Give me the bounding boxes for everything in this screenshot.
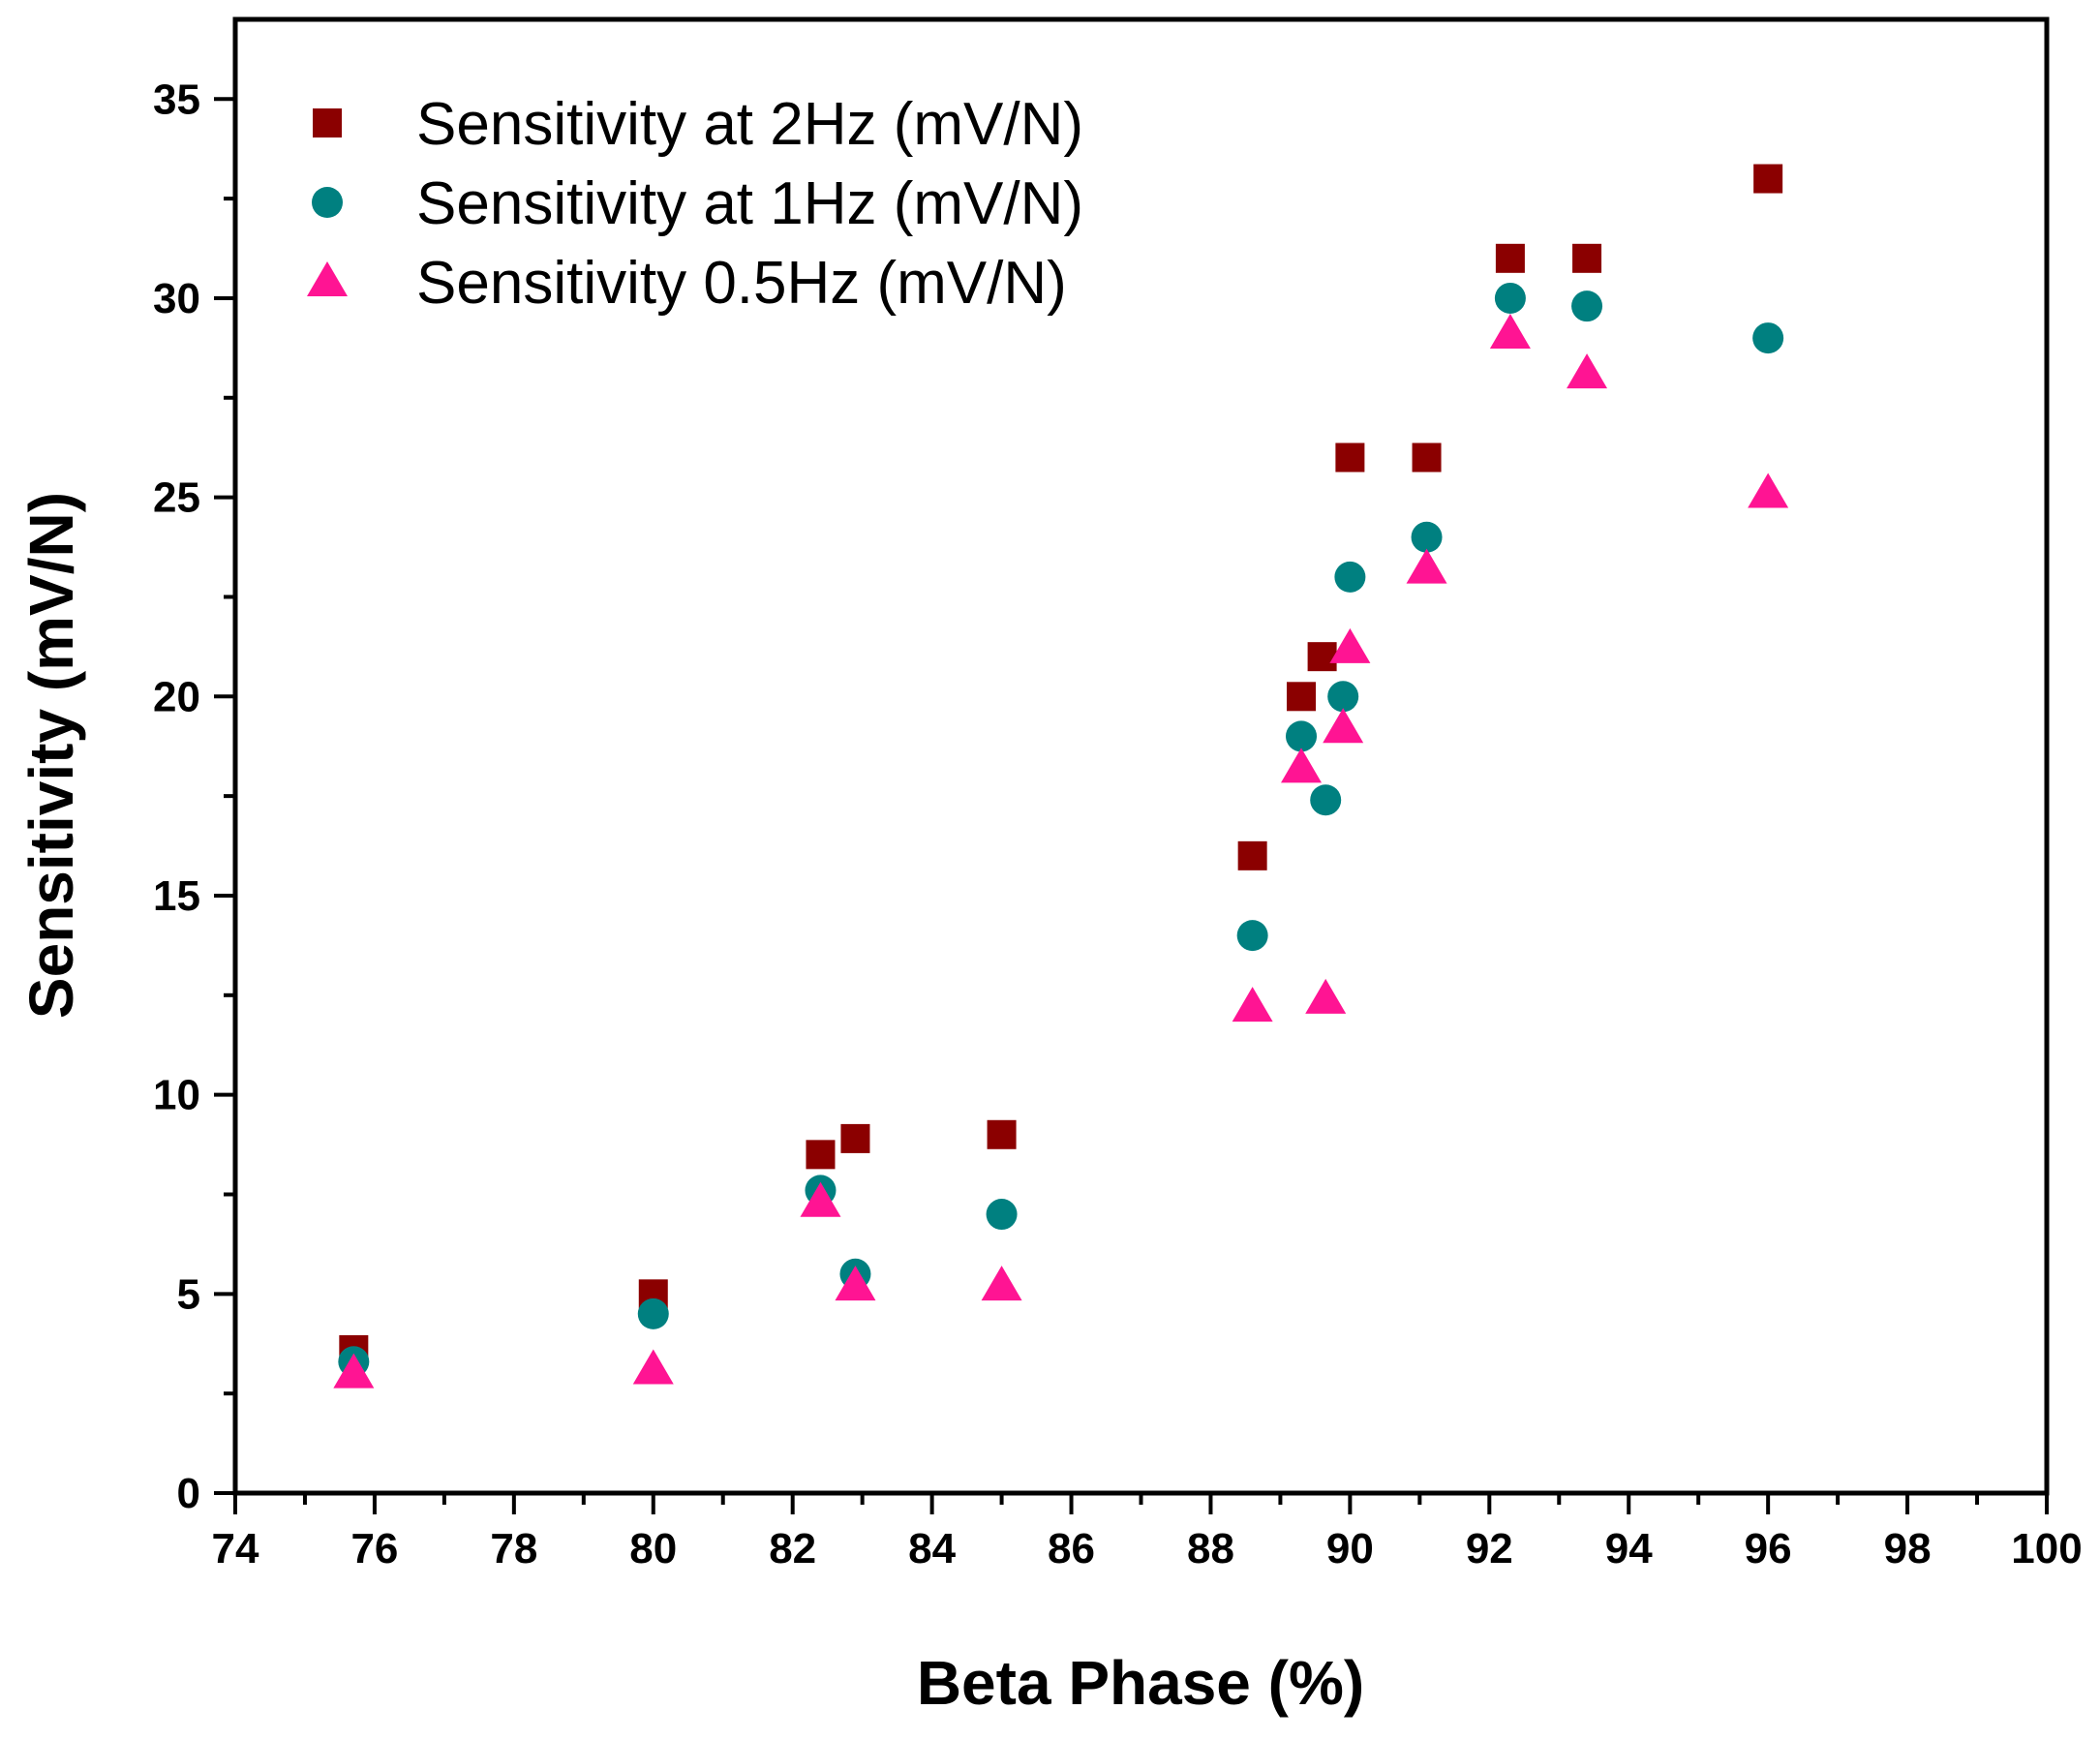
point-triangle-series-3	[1567, 353, 1608, 389]
x-tick-label: 90	[1326, 1525, 1374, 1572]
legend-square-marker	[313, 108, 342, 137]
x-tick-label: 76	[350, 1525, 398, 1572]
x-tick-label: 88	[1187, 1525, 1234, 1572]
point-circle-series-2	[1327, 681, 1359, 713]
y-tick-label: 10	[153, 1072, 200, 1119]
point-square-series-1	[987, 1119, 1017, 1149]
point-triangle-series-3	[1406, 548, 1447, 584]
point-triangle-series-3	[1281, 748, 1323, 783]
legend-label: Sensitivity at 2Hz (mV/N)	[416, 91, 1083, 158]
y-tick-label: 35	[153, 76, 200, 123]
point-triangle-series-3	[835, 1266, 876, 1301]
point-triangle-series-3	[1323, 708, 1364, 744]
y-axis-title: Sensitivity (mV/N)	[16, 492, 86, 1019]
point-square-series-1	[1287, 682, 1317, 712]
point-triangle-series-3	[333, 1353, 375, 1389]
x-axis-title: Beta Phase (%)	[917, 1648, 1364, 1718]
y-tick-label: 15	[153, 872, 200, 920]
x-tick-label: 82	[769, 1525, 816, 1572]
point-circle-series-2	[1411, 521, 1443, 553]
y-tick-label: 20	[153, 673, 200, 720]
legend-label: Sensitivity 0.5Hz (mV/N)	[416, 250, 1067, 317]
point-square-series-1	[1307, 642, 1337, 672]
point-triangle-series-3	[1489, 313, 1531, 349]
x-tick-label: 100	[2011, 1525, 2082, 1572]
data-points	[333, 164, 1789, 1389]
point-circle-series-2	[986, 1199, 1018, 1231]
point-circle-series-2	[1310, 784, 1342, 816]
x-tick-labels: 74 76 78 80 82 84 86 88 90 92 94 96 98 100	[212, 1525, 2083, 1572]
legend: Sensitivity at 2Hz (mV/N) Sensitivity at …	[307, 91, 1083, 317]
x-tick-label: 78	[490, 1525, 537, 1572]
axis-ticks	[214, 97, 2049, 1514]
y-tick-labels: 0 5 10 15 20 25 30 35	[153, 76, 200, 1517]
point-triangle-series-3	[632, 1349, 674, 1385]
point-circle-series-2	[637, 1297, 669, 1329]
plot-frame	[232, 16, 2050, 1496]
x-tick-label: 96	[1745, 1525, 1792, 1572]
point-triangle-series-3	[1748, 473, 1789, 508]
legend-triangle-marker	[307, 261, 348, 296]
legend-circle-marker	[312, 187, 343, 218]
point-circle-series-2	[1236, 920, 1268, 952]
point-triangle-series-3	[981, 1266, 1022, 1301]
point-circle-series-2	[1571, 290, 1603, 322]
point-square-series-1	[1753, 164, 1783, 194]
x-tick-label: 92	[1466, 1525, 1513, 1572]
point-circle-series-2	[1334, 561, 1366, 593]
point-square-series-1	[1572, 243, 1602, 273]
point-triangle-series-3	[1232, 987, 1273, 1023]
y-tick-label: 25	[153, 474, 200, 522]
y-tick-label: 30	[153, 275, 200, 322]
x-tick-label: 84	[908, 1525, 956, 1572]
point-triangle-series-3	[800, 1181, 841, 1217]
legend-label: Sensitivity at 1Hz (mV/N)	[416, 170, 1083, 237]
x-tick-label: 74	[212, 1525, 259, 1572]
point-square-series-1	[806, 1140, 836, 1170]
x-tick-label: 94	[1605, 1525, 1653, 1572]
y-tick-label: 0	[177, 1470, 200, 1517]
point-square-series-1	[1495, 243, 1525, 273]
x-tick-label: 86	[1048, 1525, 1095, 1572]
point-square-series-1	[840, 1123, 870, 1153]
y-tick-label: 5	[177, 1270, 200, 1318]
point-square-series-1	[1237, 840, 1267, 870]
point-square-series-1	[1335, 443, 1365, 473]
point-circle-series-2	[1752, 322, 1784, 354]
point-square-series-1	[1412, 443, 1442, 473]
x-tick-label: 80	[629, 1525, 677, 1572]
point-triangle-series-3	[1329, 627, 1371, 663]
x-tick-label: 98	[1884, 1525, 1932, 1572]
point-circle-series-2	[1494, 282, 1526, 314]
point-circle-series-2	[1286, 720, 1318, 752]
point-triangle-series-3	[1305, 978, 1347, 1014]
